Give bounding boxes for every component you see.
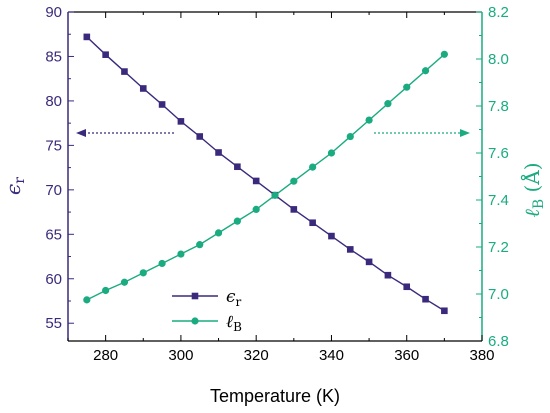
left-tick-label: 75 (45, 137, 62, 154)
right-tick-label: 7.4 (488, 192, 509, 209)
series-1-point (177, 118, 185, 125)
x-tick-label: 320 (244, 347, 269, 364)
series-1-point (309, 219, 316, 227)
series-1-point (290, 206, 298, 213)
x-tick-label: 280 (93, 347, 118, 364)
legend-label-2: ℓB (226, 312, 242, 334)
series-2-point (139, 269, 147, 277)
series-2-point (83, 296, 91, 304)
series-2-point (158, 259, 166, 268)
series-1-point (384, 271, 392, 279)
left-tick-label: 55 (45, 315, 62, 332)
right-tick-label: 7.0 (488, 286, 509, 303)
series-2-point (102, 286, 110, 295)
series-2-point (290, 177, 298, 185)
left-axis-title: ϵr (1, 177, 28, 195)
series-2-point (214, 229, 223, 237)
x-tick-label: 300 (168, 347, 193, 364)
right-axis-title-symbol: ℓ (520, 209, 544, 218)
series-2-point (365, 116, 373, 124)
series-1-point (158, 101, 166, 108)
series-1-point (403, 283, 411, 291)
x-tick-label: 380 (469, 347, 494, 364)
series-line-1 (86, 36, 445, 312)
right-axis-title-sub: B (531, 199, 547, 209)
series-2-point (346, 132, 354, 141)
series-2-point (309, 163, 317, 171)
series-1-point (196, 133, 204, 140)
series-1-point (83, 33, 91, 41)
legend-marker-circle (191, 317, 199, 325)
series-1-point (139, 85, 147, 92)
left-tick-label: 90 (45, 4, 62, 21)
left-axis-title-sub: r (12, 177, 28, 184)
legend-subscript: B (233, 320, 242, 334)
series-1-point (234, 163, 241, 171)
left-axis-title-symbol: ϵ (1, 184, 25, 195)
series-1-point (422, 295, 429, 303)
x-tick-label: 360 (394, 347, 419, 364)
left-tick-label: 85 (45, 48, 62, 65)
series-2-point (421, 67, 430, 75)
series-1-point (102, 51, 109, 58)
legend-subscript: r (236, 295, 242, 309)
right-axis-title: ℓB (Å) (519, 162, 547, 217)
series-2-point (177, 250, 185, 258)
series-2-point (252, 205, 260, 213)
series-1-point (215, 149, 222, 156)
series-1-point (121, 68, 128, 75)
left-tick-label: 70 (45, 182, 62, 199)
left-arrowhead (76, 129, 86, 137)
legend-symbol: ℓ (226, 312, 233, 332)
left-tick-label: 60 (45, 271, 62, 288)
right-tick-label: 7.2 (488, 239, 509, 256)
left-tick-label: 65 (45, 226, 62, 243)
series-2-point (440, 50, 448, 58)
series-1-point (328, 232, 335, 240)
x-tick-label: 340 (319, 347, 344, 364)
right-tick-label: 7.6 (488, 145, 509, 162)
right-axis-title-unit: (Å) (519, 162, 544, 198)
left-tick-label: 80 (45, 93, 62, 110)
series-2-point (196, 241, 204, 249)
right-tick-label: 7.8 (488, 98, 509, 115)
series-2-point (271, 191, 279, 199)
series-2-point (327, 149, 336, 157)
series-2-point (233, 217, 241, 225)
legend-symbol: ϵ (226, 287, 236, 307)
series-2-point (384, 100, 392, 108)
right-tick-label: 8.2 (488, 4, 509, 21)
series-1-point (441, 307, 448, 315)
series-1-point (365, 258, 373, 266)
series-2-point (403, 83, 411, 91)
series-1-point (346, 246, 354, 253)
x-axis-title: Temperature (K) (210, 386, 340, 406)
right-tick-label: 8.0 (488, 51, 509, 68)
series-1-point (252, 177, 260, 185)
series-2-point (120, 278, 129, 286)
right-tick-label: 6.8 (488, 333, 509, 350)
right-arrowhead (460, 129, 470, 137)
legend-label-1: ϵr (226, 287, 242, 309)
legend-marker-square (191, 292, 199, 300)
